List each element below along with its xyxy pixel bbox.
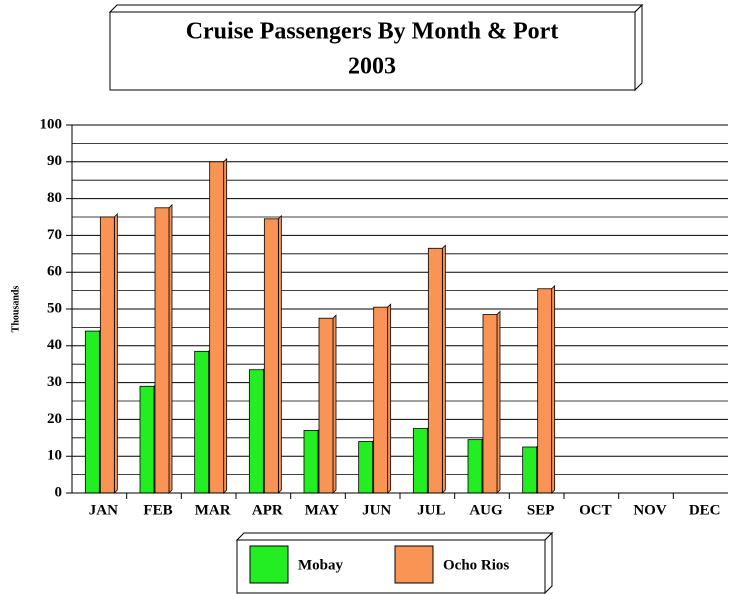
y-tick-label: 0 <box>55 484 63 500</box>
bar-side <box>551 284 556 494</box>
y-tick-label: 100 <box>40 116 63 132</box>
x-tick-label: JUN <box>362 502 391 518</box>
bar <box>99 216 115 494</box>
bar <box>537 288 553 494</box>
y-tick-label: 20 <box>47 411 62 427</box>
bar <box>482 314 498 494</box>
bar <box>358 441 374 494</box>
x-tick-label: DEC <box>689 502 721 518</box>
y-tick-label: 60 <box>47 264 62 280</box>
x-tick-label: MAY <box>305 502 340 518</box>
y-tick-label: 10 <box>47 448 62 464</box>
bar <box>194 350 210 494</box>
bar <box>373 306 389 494</box>
y-tick-label: 70 <box>47 227 62 243</box>
bar-side <box>113 213 118 494</box>
x-tick-label: APR <box>252 502 283 518</box>
legend-label: Ocho Rios <box>443 557 509 573</box>
bar-side <box>387 303 392 494</box>
bar <box>303 430 319 494</box>
bar-side <box>277 214 282 494</box>
bar <box>84 330 100 494</box>
bar <box>467 439 483 494</box>
bar <box>248 369 264 494</box>
bar-side <box>496 310 501 494</box>
bar <box>154 207 170 494</box>
y-tick-label: 90 <box>47 153 62 169</box>
x-tick-label: FEB <box>143 502 172 518</box>
x-tick-label: JUL <box>417 502 445 518</box>
legend-swatch <box>394 545 434 584</box>
x-tick-label: AUG <box>469 502 503 518</box>
x-tick-label: OCT <box>579 502 612 518</box>
x-tick-label: JAN <box>89 502 118 518</box>
bar <box>522 446 538 494</box>
legend-swatch <box>249 545 289 584</box>
y-tick-label: 80 <box>47 190 62 206</box>
chart-title: Cruise Passengers By Month & Port <box>186 19 559 45</box>
bar-side <box>441 244 446 494</box>
x-tick-label: SEP <box>527 502 555 518</box>
bar <box>263 218 279 494</box>
bar <box>139 385 155 494</box>
title-box <box>108 3 644 92</box>
x-tick-label: MAR <box>195 502 231 518</box>
bar <box>318 317 334 494</box>
bar <box>427 247 443 494</box>
chart-subtitle: 2003 <box>348 54 396 80</box>
bar-side <box>332 314 337 494</box>
y-tick-label: 30 <box>47 374 62 390</box>
legend-label: Mobay <box>298 557 344 573</box>
y-axis-label: Thousands <box>10 286 21 333</box>
y-tick-label: 50 <box>47 300 62 316</box>
y-tick-label: 40 <box>47 337 62 353</box>
bar <box>209 161 225 494</box>
bar <box>412 428 428 494</box>
bar-side <box>168 203 173 494</box>
bar-side <box>223 157 228 494</box>
x-tick-label: NOV <box>633 502 667 518</box>
